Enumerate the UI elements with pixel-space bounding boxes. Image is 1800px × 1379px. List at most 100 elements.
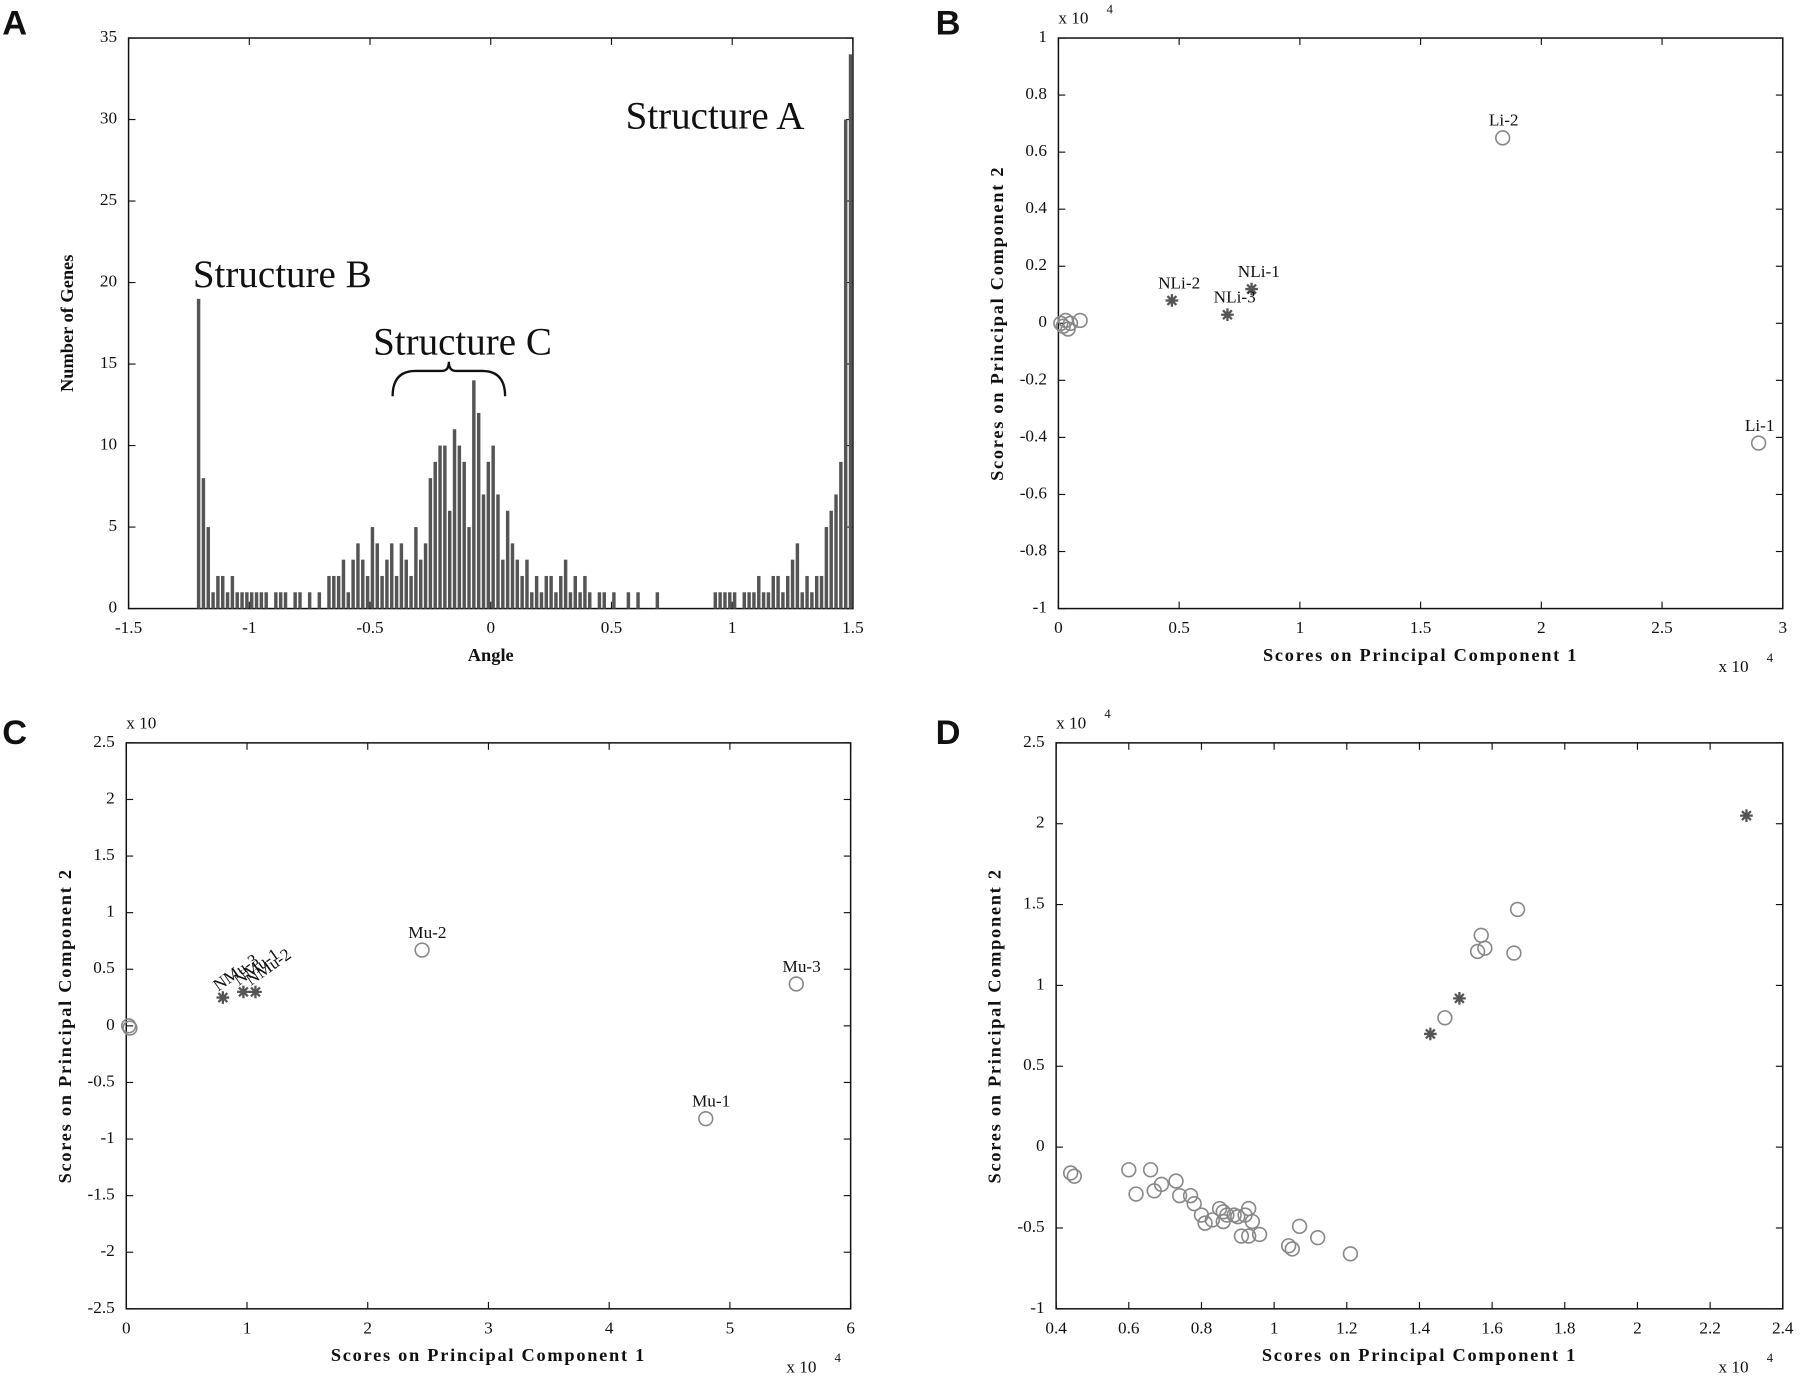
x-tick-label: 1.2 [1336,1318,1358,1337]
y-tick-label: 2.5 [1023,732,1045,751]
y-tick-label: 5 [108,516,117,535]
circle-point [1121,1162,1137,1178]
circle-point [1062,315,1079,331]
histogram-bar [824,527,829,609]
x-tick-label: -1 [242,618,256,637]
panel: D 0.4 0.6 0.8 1 1.2 1.4 1.6 1.8 2 2.2 2.4 -1 -0.5 0 0.5… [936,707,1794,1376]
y-multiplier: x 10 [1056,713,1086,732]
circle-point [1219,1207,1235,1223]
y-tick-label: 15 [100,353,117,372]
histogram-bar [283,592,288,609]
histogram-bar [298,592,302,609]
y-tick-label: -0.6 [1020,483,1048,502]
annotation: Structure B [193,253,372,296]
histogram-bar [848,54,853,609]
annotation: Structure C [373,321,552,364]
circle-point [1062,1165,1079,1181]
circle-point [122,1020,138,1036]
circle-point [1750,435,1767,451]
histogram-bar [317,592,322,609]
circle-point [1072,312,1088,329]
histogram-bar [462,461,466,609]
y-tick-label: -1 [100,1128,114,1147]
point-label: Li-2 [1489,111,1519,130]
x-tick-label: 6 [846,1318,855,1337]
panel-letter: C [2,714,27,752]
histogram-bar [839,461,843,609]
histogram-bar [525,559,529,609]
x-multiplier: x 10 [786,1357,816,1376]
histogram-bar [534,575,539,609]
histogram-bar [761,592,766,609]
histogram-bar [834,494,838,609]
circle-point [1230,1208,1246,1225]
histogram-bar [515,559,520,609]
histogram-bar [544,575,549,609]
histogram-bar [578,592,582,609]
x-tick-label: 0.4 [1045,1318,1067,1337]
histogram-bar [254,592,259,609]
histogram-bar [786,575,790,609]
x-tick-label: 3 [484,1318,493,1337]
histogram-bar [732,592,737,609]
circle-point [1342,1246,1359,1262]
histogram-bar [341,559,346,609]
x-axis-label: Scores on Principal Component 1 [1262,1345,1577,1365]
histogram-bar [414,527,418,609]
histogram-bar [307,592,312,609]
histogram-bar [375,543,379,609]
x-tick-label: 1.8 [1554,1318,1576,1337]
histogram-bar [249,592,254,609]
circle-point [698,1110,714,1127]
histogram-bar [447,510,452,609]
x-tick-label: 2.5 [1651,618,1673,637]
y-tick-label: 10 [100,435,117,454]
x-tick-label: 0 [1054,618,1063,637]
y-axis-label: Scores on Principal Component 2 [987,166,1007,481]
histogram-bar [457,445,462,609]
histogram-bar [216,575,220,609]
circle-point [1506,945,1522,961]
asterisk-point [1165,294,1179,307]
histogram-bar [568,592,573,609]
histogram-bar [419,559,423,609]
point-label: Mu-2 [408,923,446,942]
histogram-bar [539,592,544,609]
histogram-bar [438,445,442,609]
histogram-bar [394,575,399,609]
histogram-bar [201,478,206,609]
histogram-bar [505,510,510,609]
circle-point [1066,1168,1082,1184]
histogram-bar [530,592,534,609]
panel: A -1.5 -1 -0.5 0 0.5 1 1.5 0 5 10 15 20 25 30 35 Angle Nu… [2,4,863,665]
point-label: Mu-3 [783,957,821,976]
y-tick-label: 0.2 [1025,255,1047,274]
circle-point [1437,1010,1453,1026]
x-axis-label: Scores on Principal Component 1 [331,1345,646,1365]
y-tick-label: 0.4 [1025,198,1047,217]
plot-frame [1055,742,1784,1310]
panel: C 0 1 2 3 4 5 6 -2.5 -2 -1.5 -1 -0.5 0 0.5 1 1.5 2 2.5 Scor… [2,713,855,1376]
panel-letter: A [2,4,27,42]
y-tick-label: 20 [100,272,117,291]
histogram-bar [399,543,404,609]
y-tick-label: 0 [108,598,117,617]
histogram-bar [235,592,239,609]
y-tick-label: -2.5 [88,1298,115,1317]
y-multiplier: x 10 [1058,9,1088,28]
y-multiplier-exponent: 4 [1107,2,1114,16]
circle-point [1193,1207,1210,1223]
x-tick-label: -1.5 [115,618,142,637]
histogram-bar [549,575,553,609]
point-label: Li-1 [1745,416,1775,435]
asterisk-point [237,985,250,999]
circle-point [1182,1187,1199,1204]
histogram-bar [404,559,408,609]
histogram-bar [496,494,500,609]
y-tick-label: -1 [1030,1298,1044,1317]
y-tick-label: 2.5 [93,732,115,751]
y-tick-label: 1 [1036,974,1045,993]
circle-point [1153,1176,1170,1193]
histogram-bar [588,592,592,609]
histogram-bar [805,575,809,609]
